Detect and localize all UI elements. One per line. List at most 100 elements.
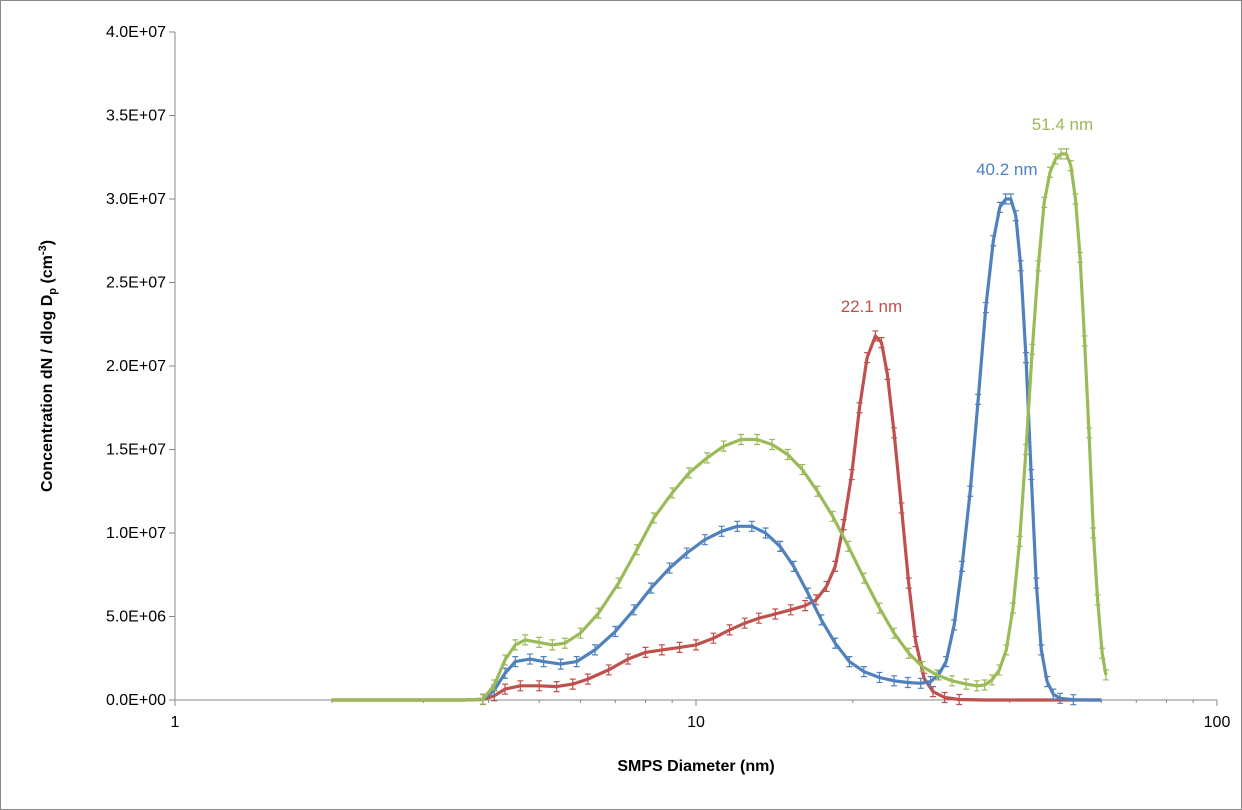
y-axis-title: Concentration dN / dlog Dp (cm-3): [37, 240, 59, 492]
y-tick-label: 3.5E+07: [106, 108, 166, 125]
series-3-point: [784, 448, 791, 461]
series-2-point: [990, 235, 997, 247]
series-2-point: [1050, 688, 1057, 700]
series-3-point: [981, 679, 988, 691]
series-2-point: [612, 625, 619, 638]
series-1-point: [624, 653, 631, 665]
series-1-point: [787, 604, 794, 616]
series-2-point: [648, 582, 655, 594]
series-1-point: [898, 502, 905, 514]
series-3-point: [814, 485, 821, 497]
series-3-point: [1046, 166, 1053, 178]
series-2-point: [876, 671, 883, 684]
series-2-point: [832, 637, 839, 649]
series-1-point: [553, 681, 560, 693]
series-3-point: [737, 433, 744, 446]
series-2-point: [982, 301, 989, 314]
series-2-point: [683, 547, 690, 559]
series-3-point: [933, 669, 940, 681]
peak-label: 40.2 nm: [976, 160, 1037, 179]
x-axis-title: SMPS Diameter (nm): [617, 758, 774, 775]
series-2-point: [996, 201, 1003, 213]
series-1-point: [840, 519, 847, 531]
series-3-point: [1090, 527, 1097, 539]
series-3-point: [615, 577, 622, 589]
series-3-point: [1102, 669, 1109, 681]
series-3: [331, 148, 1109, 705]
series-3-point: [561, 637, 568, 649]
plot-area: 0.0E+00 5.0E+06 1.0E+07 1.5E+07 2.0E+07 2.5E+…: [106, 24, 1231, 731]
series-2-point: [958, 560, 965, 572]
series-2-point: [951, 619, 958, 631]
y-tick-label: 5.0E+06: [106, 609, 166, 626]
series-3-point: [996, 664, 1003, 676]
series-2-point: [573, 655, 580, 668]
series-1-point: [536, 680, 543, 692]
series-2-point: [943, 655, 950, 668]
series-1-point: [642, 646, 649, 659]
series-1-point: [941, 691, 948, 704]
series-3-point: [1099, 647, 1106, 659]
series-3-point: [1077, 251, 1084, 264]
series-1-point: [658, 644, 665, 656]
series-2-point: [975, 393, 982, 405]
series-1-point: [891, 427, 898, 439]
x-tick-label: 10: [687, 714, 705, 731]
y-tick-label: 1.0E+07: [106, 525, 166, 542]
series-2-point: [630, 604, 637, 616]
series-1-point: [823, 580, 830, 593]
series-1-point: [569, 678, 576, 690]
y-tick-label: 0.0E+00: [106, 692, 166, 709]
series-3-point: [963, 678, 970, 690]
series-3-point: [973, 680, 980, 692]
series-2-point: [734, 520, 741, 532]
series-1-point: [832, 560, 839, 572]
series-3-point: [769, 438, 776, 451]
series-group: [331, 148, 1109, 706]
series-3-point: [1063, 148, 1070, 160]
series-3-point: [512, 639, 519, 651]
series-3-point: [919, 661, 926, 673]
series-1-point: [872, 330, 879, 342]
y-ticks: 0.0E+00 5.0E+06 1.0E+07 1.5E+07 2.0E+07 2.5E+…: [106, 24, 175, 709]
series-3-point: [754, 433, 761, 446]
series-3-point: [1081, 335, 1088, 347]
y-tick-label: 4.0E+07: [106, 24, 166, 41]
series-2-point: [666, 562, 673, 574]
series-3-point: [686, 467, 693, 479]
series-2-point: [1028, 468, 1035, 481]
series-3-point: [1010, 602, 1017, 614]
series-1-point: [912, 635, 919, 648]
series-3-point: [479, 693, 486, 705]
series-1-point: [502, 683, 509, 695]
series-3-point: [1052, 153, 1059, 165]
series-3-point: [1094, 594, 1101, 606]
series-2-point: [762, 527, 769, 539]
series-3-point: [1003, 644, 1010, 656]
series-3-point: [704, 452, 711, 464]
series-2-point: [891, 675, 898, 687]
series-2-point: [818, 614, 825, 626]
x-ticks: 1 10 100: [171, 700, 1230, 731]
series-1-line: [331, 334, 1102, 702]
series-2-point: [526, 653, 533, 665]
series-3-point: [989, 674, 996, 686]
series-1-point: [605, 664, 612, 676]
series-1-point: [884, 368, 891, 380]
series-3-point: [1067, 160, 1074, 172]
series-3-point: [876, 602, 883, 614]
series-1-point: [726, 624, 733, 636]
series-2-point: [917, 677, 924, 689]
series-3-point: [1035, 260, 1042, 272]
series-1-point: [864, 352, 871, 364]
y-tick-label: 2.5E+07: [106, 275, 166, 292]
series-2-point: [540, 655, 547, 668]
series-3-point: [1058, 148, 1065, 160]
series-2-point: [1038, 644, 1045, 656]
series-3-point: [1016, 535, 1023, 547]
series-3-point: [502, 654, 509, 666]
series-2-point: [1057, 692, 1064, 704]
series-3-point: [905, 647, 912, 659]
series-2-point: [860, 666, 867, 678]
